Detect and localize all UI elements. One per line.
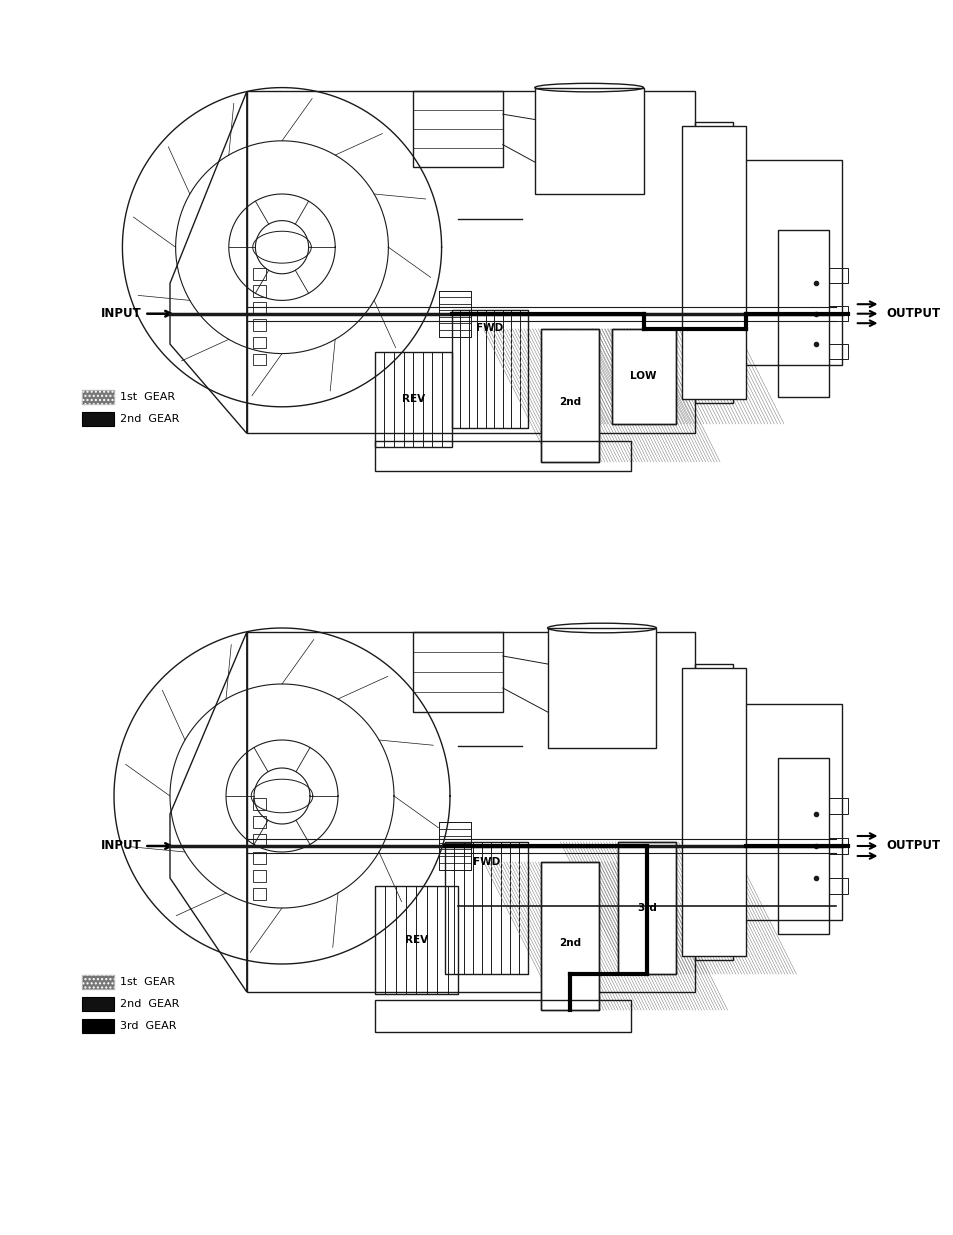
Bar: [253, 285, 266, 296]
Bar: [540, 329, 598, 462]
Bar: [375, 1000, 630, 1032]
Bar: [778, 758, 828, 934]
Bar: [375, 352, 451, 447]
Bar: [253, 852, 266, 864]
Text: 3rd: 3rd: [637, 903, 656, 913]
Bar: [778, 230, 828, 398]
Bar: [253, 353, 266, 366]
Bar: [253, 869, 266, 882]
Bar: [828, 306, 847, 321]
Bar: [611, 329, 675, 424]
Bar: [247, 632, 694, 992]
Bar: [540, 329, 598, 462]
Text: FWD: FWD: [473, 857, 500, 867]
Bar: [82, 997, 113, 1011]
Bar: [681, 126, 745, 399]
Bar: [253, 834, 266, 846]
Bar: [253, 816, 266, 827]
Bar: [253, 798, 266, 810]
Text: FWD: FWD: [476, 322, 503, 332]
Text: 2nd  GEAR: 2nd GEAR: [120, 999, 179, 1009]
Bar: [253, 268, 266, 279]
Bar: [618, 842, 675, 974]
Bar: [828, 268, 847, 283]
Bar: [253, 336, 266, 348]
Bar: [247, 91, 694, 433]
Text: OUTPUT: OUTPUT: [886, 308, 940, 320]
Text: 2nd: 2nd: [558, 396, 580, 408]
Text: 2nd  GEAR: 2nd GEAR: [120, 414, 179, 424]
Text: 1st  GEAR: 1st GEAR: [120, 977, 175, 987]
Bar: [82, 390, 113, 404]
Bar: [82, 974, 113, 989]
Bar: [547, 629, 656, 748]
Text: INPUT: INPUT: [101, 840, 141, 852]
Bar: [82, 974, 113, 989]
Bar: [828, 839, 847, 853]
Bar: [375, 885, 457, 994]
Bar: [413, 91, 502, 168]
Text: 3rd  GEAR: 3rd GEAR: [120, 1021, 176, 1031]
Text: REV: REV: [404, 935, 428, 945]
Bar: [540, 862, 598, 1010]
Bar: [253, 320, 266, 331]
Bar: [828, 878, 847, 894]
Text: OUTPUT: OUTPUT: [886, 840, 940, 852]
Bar: [438, 823, 471, 869]
Bar: [375, 441, 630, 472]
Bar: [540, 862, 598, 1010]
Bar: [82, 412, 113, 426]
Bar: [253, 888, 266, 900]
Bar: [451, 310, 528, 427]
Bar: [82, 390, 113, 404]
Bar: [413, 632, 502, 713]
Bar: [611, 329, 675, 424]
Bar: [828, 798, 847, 814]
Text: 1st  GEAR: 1st GEAR: [120, 391, 175, 403]
Text: LOW: LOW: [630, 372, 657, 382]
Bar: [253, 303, 266, 314]
Bar: [438, 291, 471, 336]
Bar: [535, 88, 643, 194]
Bar: [445, 842, 528, 974]
Bar: [681, 668, 745, 956]
Text: 2nd: 2nd: [558, 939, 580, 948]
Text: INPUT: INPUT: [101, 308, 141, 320]
Bar: [82, 1019, 113, 1032]
Bar: [828, 345, 847, 359]
Text: REV: REV: [401, 394, 424, 404]
Bar: [618, 842, 675, 974]
